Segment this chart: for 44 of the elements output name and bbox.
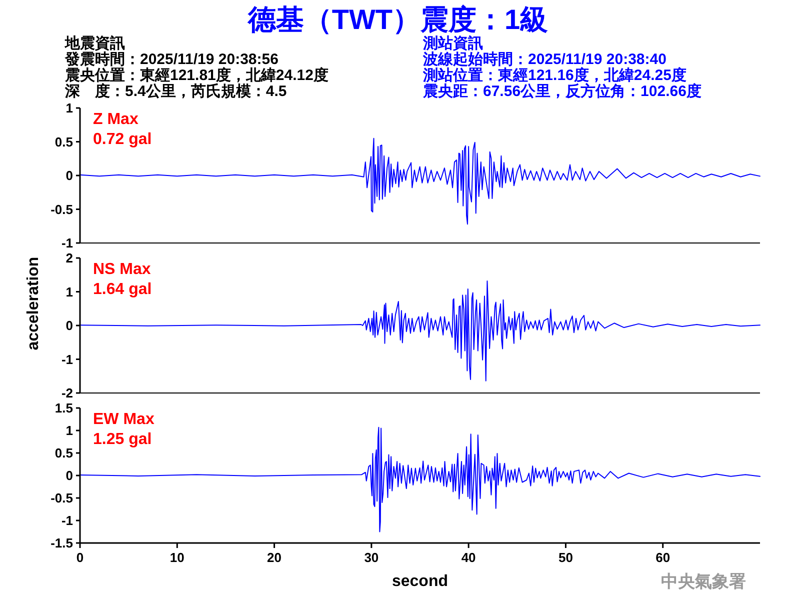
y-tick-label: 1 [66,100,73,116]
y-axis-title: acceleration [25,256,42,350]
y-tick-label: -1 [61,236,73,250]
text: 震央位置：東經121.81度，北緯24.12度 [64,66,328,84]
annotation: 1.25 gal [93,431,152,448]
y-tick-label: 1.5 [54,400,73,416]
y-tick-label: -0.5 [50,490,73,506]
x-tick-label: 30 [364,550,379,565]
text: 波線起始時間：2025/11/19 20:38:40 [422,51,666,68]
y-tick-label: -0.5 [50,202,73,217]
x-tick-label: 20 [267,550,282,565]
y-tick-label: 0 [66,168,73,183]
y-tick-label: 2 [66,250,73,266]
x-tick-label: 10 [170,550,184,565]
line-series [80,280,760,382]
text: 測站資訊 [422,35,483,52]
annotation: Z Max [93,111,138,128]
x-tick-label: 50 [558,550,573,565]
y-tick-label: -1 [61,352,73,367]
annotation: EW Max [93,411,154,428]
x-axis-title: second [392,573,448,590]
text: 震央距：67.56公里，反方位角：102.66度 [422,82,702,100]
chart-title: 德基（TWT）震度：1級 [246,4,548,35]
annotation: 1.64 gal [93,281,152,298]
y-tick-label: 0 [66,318,73,333]
y-tick-label: 1 [66,423,73,438]
text: 測站位置：東經121.16度，北緯24.25度 [422,66,686,84]
y-tick-label: 0 [66,468,73,483]
annotation: NS Max [93,261,151,278]
text: 深 度：5.4公里，芮氏規模：4.5 [64,82,287,100]
y-tick-label: -2 [61,386,73,400]
x-tick-label: 40 [461,550,476,565]
y-tick-label: 1 [66,284,73,300]
annotation: 0.72 gal [93,131,152,148]
x-tick-label: 60 [656,550,670,565]
y-tick-label: -1 [61,513,73,528]
line-series [80,426,760,532]
y-tick-label: 0.5 [54,446,73,460]
text: 地震資訊 [64,35,125,52]
text: 發震時間：2025/11/19 20:38:56 [64,51,278,68]
x-tick-label: 0 [76,550,84,565]
y-tick-label: -1.5 [50,536,73,550]
text: 中央氣象署 [661,572,746,591]
y-tick-label: 0.5 [54,134,73,150]
